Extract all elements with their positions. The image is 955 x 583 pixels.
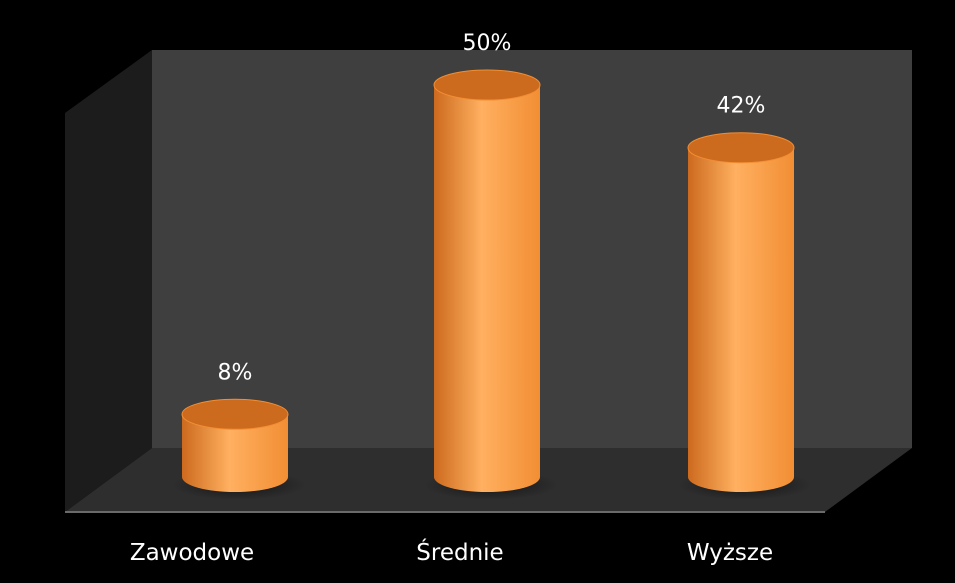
bar-wyższe xyxy=(688,147,794,492)
category-label: Wyższe xyxy=(687,540,773,566)
data-label: 50% xyxy=(463,31,512,56)
bar-średnie xyxy=(434,85,540,492)
bar-zawodowe xyxy=(182,414,288,492)
data-label: 42% xyxy=(717,94,766,119)
bar-top xyxy=(687,132,795,164)
bar-top xyxy=(181,398,289,430)
chart-side-wall xyxy=(65,50,152,512)
category-label: Średnie xyxy=(416,538,503,566)
bars-group xyxy=(172,69,812,500)
data-label: 8% xyxy=(218,360,253,385)
labels-group: 8% Zawodowe 50% Średnie 42% Wyższe xyxy=(130,31,773,566)
bar-top xyxy=(433,69,541,101)
category-label: Zawodowe xyxy=(130,540,254,566)
